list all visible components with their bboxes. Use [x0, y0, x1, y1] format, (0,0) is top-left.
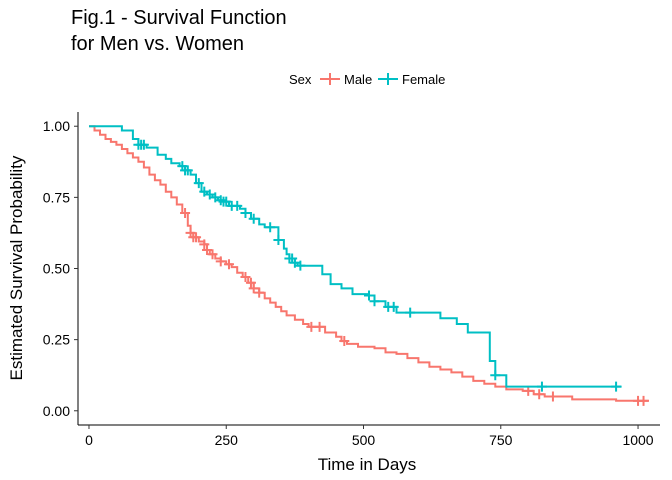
legend-title: Sex: [289, 72, 312, 87]
censor-mark-male: [248, 283, 259, 294]
censor-mark-male: [199, 239, 210, 250]
censor-mark-female: [232, 200, 243, 211]
y-tick-label: 0.50: [43, 261, 70, 277]
censor-mark-female: [364, 290, 374, 301]
x-tick-label: 1000: [622, 432, 653, 448]
censor-mark-female: [193, 178, 204, 189]
censor-mark-female: [138, 139, 149, 150]
censor-mark-female: [536, 381, 547, 392]
censor-mark-female: [369, 296, 380, 307]
x-axis-title: Time in Days: [318, 455, 417, 474]
censor-mark-female: [295, 260, 306, 271]
censor-mark-male: [223, 259, 234, 270]
censor-mark-male: [202, 245, 213, 256]
y-axis-ticks: 0.00 0.25 0.50 0.75 1.00: [43, 118, 78, 419]
y-tick-label: 0.00: [43, 403, 70, 419]
censor-mark-female: [221, 196, 232, 207]
censor-mark-male: [254, 287, 265, 298]
survival-curve-female: [89, 125, 622, 388]
survival-curve-male: [89, 125, 649, 402]
censor-mark-female: [240, 208, 251, 219]
censor-mark-male: [207, 249, 218, 260]
censor-mark-male: [547, 391, 558, 402]
censor-mark-female: [388, 301, 399, 312]
series-male: [89, 125, 649, 406]
censor-mark-female: [199, 186, 210, 197]
censor-mark-male: [638, 395, 649, 406]
censor-mark-female: [490, 370, 501, 381]
censor-mark-female: [265, 222, 276, 233]
x-axis-ticks: 0 250 500 750 1000: [85, 425, 654, 448]
y-tick-label: 0.75: [43, 189, 70, 205]
series-female: [89, 125, 622, 392]
legend-key-male: [320, 73, 340, 85]
censor-mark-female: [204, 189, 215, 200]
chart-title-line-1: Fig.1 - Survival Function: [71, 7, 287, 29]
legend-label-female: Female: [402, 72, 445, 87]
censor-mark-male: [191, 232, 202, 243]
chart-title-line-2: for Men vs. Women: [71, 33, 244, 55]
censor-mark-female: [210, 192, 221, 203]
censor-mark-female: [182, 165, 193, 176]
y-tick-label: 1.00: [43, 118, 70, 134]
censor-mark-male: [240, 272, 251, 283]
legend-key-female: [378, 73, 398, 85]
censor-mark-female: [611, 381, 622, 392]
x-tick-label: 500: [352, 432, 376, 448]
x-tick-label: 250: [215, 432, 239, 448]
censor-mark-male: [245, 277, 256, 288]
legend: Sex Male Female: [289, 72, 445, 87]
x-tick-label: 0: [85, 432, 93, 448]
censor-mark-male: [534, 389, 545, 400]
survival-curves: [89, 125, 649, 406]
y-tick-label: 0.25: [43, 332, 70, 348]
censor-mark-female: [273, 235, 284, 246]
censor-mark-female: [289, 257, 300, 268]
censor-mark-female: [248, 213, 259, 224]
censor-mark-male: [180, 208, 191, 219]
y-axis-title: Estimated Survival Probability: [7, 155, 26, 380]
x-tick-label: 750: [489, 432, 513, 448]
censor-mark-female: [405, 307, 416, 318]
censor-mark-male: [215, 256, 226, 267]
legend-label-male: Male: [344, 72, 372, 87]
censor-mark-male: [314, 321, 325, 332]
censor-mark-male: [339, 336, 350, 347]
